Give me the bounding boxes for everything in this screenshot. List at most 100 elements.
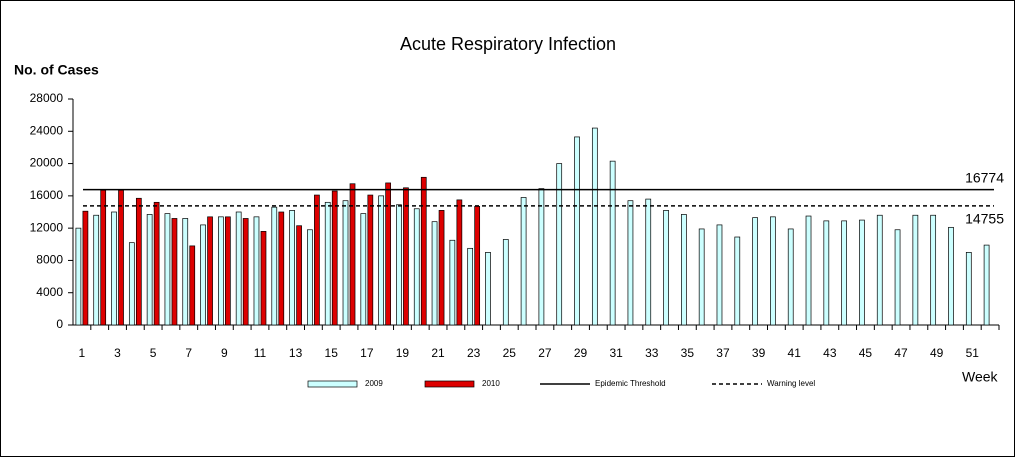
y-tick-label: 12000 xyxy=(30,220,64,234)
bar xyxy=(520,197,527,326)
x-tick-label: 3 xyxy=(114,346,121,360)
bar xyxy=(82,210,89,326)
bar xyxy=(965,252,972,326)
bar xyxy=(805,215,812,326)
bar xyxy=(770,216,776,326)
bar xyxy=(502,239,509,326)
x-tick-label: 11 xyxy=(254,346,267,360)
x-tick-label: 21 xyxy=(431,346,445,360)
bar xyxy=(153,201,160,326)
bar xyxy=(591,127,598,326)
bar xyxy=(253,216,260,326)
x-tick-label: 7 xyxy=(185,346,192,360)
bar xyxy=(242,218,249,326)
bar xyxy=(271,206,278,326)
bar xyxy=(324,201,331,326)
y-axis-label: No. of Cases xyxy=(14,62,99,78)
x-tick-label: 5 xyxy=(150,346,157,360)
x-tick-label: 29 xyxy=(574,346,588,360)
bar xyxy=(930,214,937,326)
bar xyxy=(431,221,438,326)
bar xyxy=(841,220,847,326)
x-tick-label: 47 xyxy=(894,346,908,360)
x-tick-label: 51 xyxy=(966,346,980,360)
bar xyxy=(75,227,82,326)
x-tick-label: 9 xyxy=(221,346,228,360)
bar xyxy=(467,247,474,326)
bar xyxy=(218,216,224,326)
legend-label: Warning level xyxy=(767,379,815,388)
bar xyxy=(396,204,402,326)
x-tick-label: 15 xyxy=(325,346,339,360)
bar xyxy=(734,236,741,326)
bar xyxy=(314,194,320,326)
bar xyxy=(474,206,481,326)
bar xyxy=(627,200,634,326)
y-tick-label: 28000 xyxy=(30,91,64,105)
x-tick-label: 17 xyxy=(360,346,374,360)
bar xyxy=(912,214,919,326)
bar xyxy=(164,213,171,326)
x-tick-label: 39 xyxy=(752,346,766,360)
y-tick-label: 4000 xyxy=(36,285,63,299)
x-tick-label: 13 xyxy=(289,346,303,360)
bar xyxy=(260,231,267,326)
bar xyxy=(681,214,687,326)
bar xyxy=(207,216,213,326)
bar xyxy=(485,252,491,326)
legend-label: 2009 xyxy=(365,379,383,388)
bar xyxy=(787,228,794,326)
bar xyxy=(823,220,830,326)
bar xyxy=(420,176,427,326)
x-tick-label: 49 xyxy=(930,346,944,360)
bar xyxy=(93,214,100,326)
bar xyxy=(146,214,153,326)
bar xyxy=(289,210,295,326)
bar xyxy=(894,229,901,326)
bar xyxy=(100,189,107,326)
bar xyxy=(645,198,652,326)
bar xyxy=(538,188,545,326)
bar xyxy=(716,224,723,326)
bar xyxy=(235,211,242,326)
x-tick-label: 31 xyxy=(609,346,623,360)
y-tick-label: 16000 xyxy=(30,188,64,202)
legend-label: 2010 xyxy=(482,379,500,388)
y-tick-label: 0 xyxy=(56,317,63,331)
x-tick-label: 33 xyxy=(645,346,659,360)
x-tick-label: 1 xyxy=(79,346,86,360)
x-tick-label: 37 xyxy=(716,346,730,360)
x-tick-label: 27 xyxy=(538,346,552,360)
bar xyxy=(438,210,445,326)
bar xyxy=(948,226,954,326)
x-tick-label: 41 xyxy=(788,346,802,360)
bar xyxy=(456,199,463,326)
legend-swatch xyxy=(424,380,475,388)
bar xyxy=(609,160,616,326)
bar xyxy=(360,213,367,326)
threshold-label: 14755 xyxy=(965,211,1004,227)
bar xyxy=(859,219,865,326)
y-tick-label: 20000 xyxy=(30,156,64,170)
bar xyxy=(225,216,231,326)
x-axis-label: Week xyxy=(962,369,999,385)
bar xyxy=(403,187,409,326)
bar xyxy=(413,208,420,326)
bar xyxy=(698,228,705,326)
y-tick-label: 8000 xyxy=(36,253,63,267)
bar xyxy=(307,229,313,326)
bar xyxy=(200,224,206,326)
bar xyxy=(385,182,391,326)
bar xyxy=(378,195,384,326)
bar xyxy=(182,218,189,326)
bar xyxy=(556,163,563,326)
legend-label: Epidemic Threshold xyxy=(595,379,666,388)
x-tick-label: 19 xyxy=(396,346,410,360)
x-tick-label: 25 xyxy=(503,346,517,360)
bar xyxy=(983,244,990,326)
bar xyxy=(367,194,374,326)
bar xyxy=(171,218,178,326)
bar xyxy=(349,183,356,326)
bar xyxy=(189,245,196,326)
